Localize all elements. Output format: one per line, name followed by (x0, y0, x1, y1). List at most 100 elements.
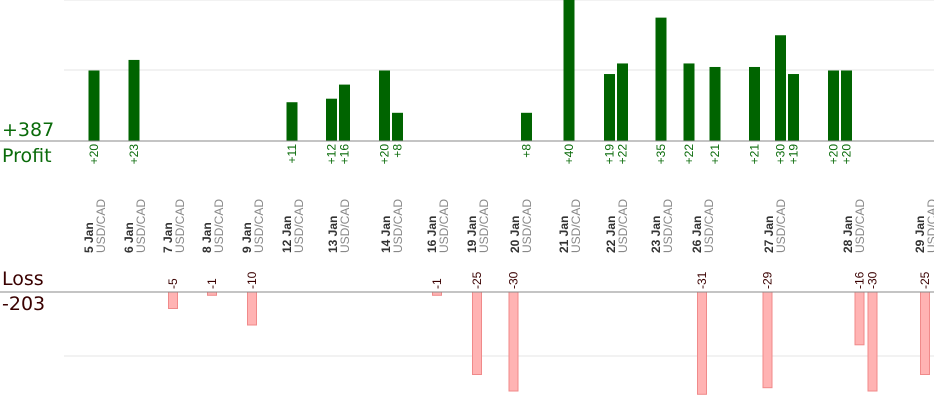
profit-value-label: +8 (391, 144, 405, 158)
profit-value-label: +30 (774, 144, 788, 165)
loss-bar (168, 291, 178, 309)
loss-bar (247, 291, 257, 326)
profit-bar (709, 66, 721, 141)
baselines (0, 140, 934, 293)
date-label: 6 Jan (122, 222, 136, 253)
loss-value-label: -25 (470, 271, 484, 289)
pair-label: USD/CAD (252, 199, 266, 253)
date-label: 27 Jan (762, 216, 776, 253)
loss-value-label: -29 (761, 271, 775, 289)
profit-bar (563, 0, 575, 141)
date-label: 21 Jan (557, 216, 571, 253)
profit-value-label: +11 (285, 144, 299, 164)
profit-value-label: +8 (520, 144, 534, 158)
profit-bar (339, 84, 350, 141)
pair-label: USD/CAD (212, 199, 226, 253)
loss-bar (920, 291, 930, 375)
profit-bar (775, 35, 786, 141)
pair-label: USD/CAD (661, 199, 675, 253)
date-label: 9 Jan (240, 222, 254, 253)
profit-bar (604, 74, 615, 141)
date-label: 7 Jan (161, 222, 175, 253)
profit-value-label: +40 (562, 144, 576, 165)
loss-value-label: -1 (430, 278, 444, 289)
pair-label: USD/CAD (94, 199, 108, 253)
profit-bar (326, 98, 337, 141)
loss-bar (508, 291, 519, 392)
grid-lines (64, 0, 934, 357)
pair-label: USD/CAD (173, 199, 187, 253)
loss-value-label: -30 (866, 271, 880, 289)
pair-label: USD/CAD (292, 199, 306, 253)
profit-bar (128, 59, 140, 141)
loss-value-label: -25 (918, 271, 932, 289)
pair-label: USD/CAD (569, 199, 583, 253)
loss-value-label: -1 (205, 278, 219, 289)
profit-value-label: +21 (748, 144, 762, 165)
date-label: 5 Jan (82, 222, 96, 253)
profit-value-label: +20 (87, 144, 101, 165)
profit-total: +387 (2, 119, 55, 141)
pair-label: USD/CAD (338, 199, 352, 253)
pair-label: USD/CAD (925, 199, 934, 253)
date-label: 20 Jan (508, 216, 522, 253)
loss-bar (472, 291, 482, 375)
pair-label: USD/CAD (437, 199, 451, 253)
profit-bar (841, 70, 852, 141)
profit-bar (655, 17, 667, 141)
loss-bar (762, 291, 773, 389)
profit-bar (286, 102, 298, 141)
pair-label: USD/CAD (774, 199, 788, 253)
date-label: 13 Jan (326, 216, 340, 253)
loss-bar (867, 291, 878, 392)
loss-label: Loss (2, 268, 44, 290)
pair-label: USD/CAD (520, 199, 534, 253)
pair-label: USD/CAD (134, 199, 148, 253)
profit-value-label: +16 (338, 144, 352, 165)
date-label: 19 Jan (465, 216, 479, 253)
profit-label: Profit (2, 145, 52, 167)
date-label: 23 Jan (649, 216, 663, 253)
pair-label: USD/CAD (702, 199, 716, 253)
loss-value-label: -31 (695, 271, 709, 289)
loss-value-label: -16 (853, 271, 867, 289)
loss-value-label: -10 (245, 271, 259, 289)
profit-value-label: +20 (827, 144, 841, 165)
bars (88, 0, 930, 395)
profit-value-label: +20 (378, 144, 392, 165)
pair-label: USD/CAD (391, 199, 405, 253)
profit-bar (749, 66, 760, 141)
profit-value-label: +21 (708, 144, 722, 165)
date-label: 28 Jan (841, 216, 855, 253)
profit-bar (828, 70, 839, 141)
loss-bar (854, 291, 865, 346)
loss-bar (697, 291, 707, 395)
profit-bar (379, 70, 390, 141)
date-label: 12 Jan (280, 216, 294, 253)
profit-bar (788, 74, 799, 141)
date-label: 22 Jan (604, 216, 618, 253)
profit-bar (88, 70, 100, 141)
profit-bar (683, 63, 695, 142)
loss-value-label: -5 (166, 278, 180, 289)
profit-bar (392, 112, 403, 141)
profit-bar (521, 112, 532, 141)
date-label: 16 Jan (425, 216, 439, 253)
profit-bar (617, 63, 628, 142)
pair-label: USD/CAD (616, 199, 630, 253)
profit-value-label: +22 (682, 144, 696, 165)
profit-value-label: +22 (616, 144, 630, 165)
profit-value-label: +35 (654, 144, 668, 165)
value-labels: +20 +23-5 -1 -10+11 +12 +16 +20 +8-1 -25 -30+8 +40… (87, 144, 932, 289)
profit-value-label: +19 (603, 144, 617, 165)
loss-total: -203 (2, 293, 46, 315)
loss-value-label: -30 (507, 271, 521, 289)
profit-value-label: +20 (840, 144, 854, 165)
date-label: 26 Jan (690, 216, 704, 253)
date-label: 8 Jan (200, 222, 214, 253)
profit-value-label: +12 (325, 144, 339, 165)
pair-label: USD/CAD (853, 199, 867, 253)
date-label: 14 Jan (379, 216, 393, 253)
